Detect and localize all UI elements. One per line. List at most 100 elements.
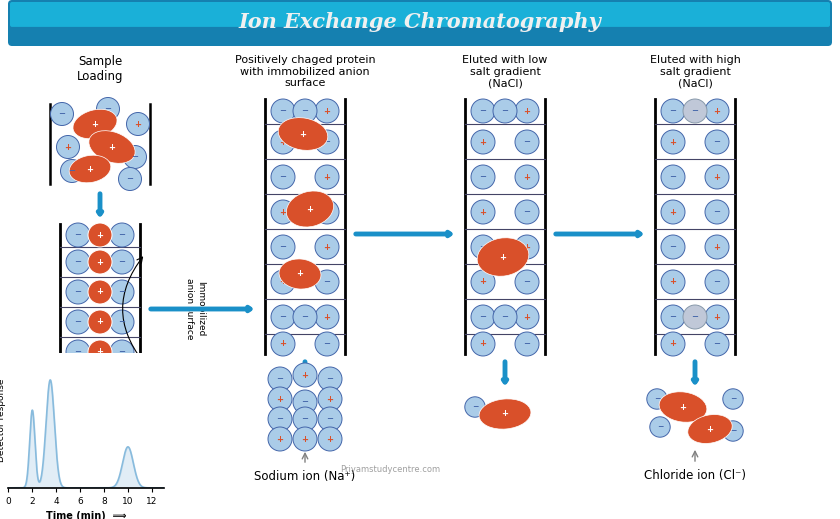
Circle shape <box>271 165 295 189</box>
Circle shape <box>661 130 685 154</box>
Circle shape <box>661 332 685 356</box>
Circle shape <box>515 165 539 189</box>
Ellipse shape <box>73 110 117 139</box>
Text: −: − <box>327 375 333 384</box>
Circle shape <box>97 98 119 120</box>
Text: −: − <box>302 398 308 406</box>
Circle shape <box>88 280 112 304</box>
Text: Eluted with low
salt gradient
(NaCl): Eluted with low salt gradient (NaCl) <box>462 55 548 88</box>
Circle shape <box>271 130 295 154</box>
Circle shape <box>471 200 495 224</box>
Circle shape <box>705 332 729 356</box>
Circle shape <box>315 165 339 189</box>
FancyBboxPatch shape <box>8 0 832 46</box>
Ellipse shape <box>89 131 135 163</box>
Circle shape <box>661 235 685 259</box>
Text: +: + <box>480 138 486 146</box>
Circle shape <box>705 165 729 189</box>
Text: −: − <box>523 138 531 146</box>
Circle shape <box>66 250 90 274</box>
Circle shape <box>127 113 150 135</box>
Text: −: − <box>75 318 81 326</box>
Text: −: − <box>127 174 134 184</box>
Text: Sample
Loading: Sample Loading <box>76 55 123 83</box>
Text: −: − <box>654 394 660 403</box>
Text: −: − <box>730 427 736 435</box>
Ellipse shape <box>69 155 111 183</box>
Text: +: + <box>97 377 103 387</box>
Circle shape <box>110 223 134 247</box>
Text: +: + <box>108 143 116 152</box>
Circle shape <box>66 280 90 304</box>
Text: Chloride ion (Cl⁻): Chloride ion (Cl⁻) <box>644 469 746 482</box>
Text: +: + <box>523 172 531 182</box>
Circle shape <box>293 305 317 329</box>
Text: −: − <box>713 208 721 216</box>
Text: +: + <box>280 208 286 216</box>
Circle shape <box>293 390 317 414</box>
Circle shape <box>88 250 112 274</box>
Text: −: − <box>669 106 676 116</box>
Ellipse shape <box>659 392 706 422</box>
Circle shape <box>722 389 743 409</box>
Circle shape <box>271 99 295 123</box>
Text: +: + <box>480 278 486 286</box>
Circle shape <box>123 145 146 169</box>
Text: −: − <box>730 394 736 403</box>
Ellipse shape <box>688 415 732 443</box>
Text: −: − <box>75 230 81 239</box>
Circle shape <box>515 270 539 294</box>
Text: +: + <box>323 172 330 182</box>
Circle shape <box>683 305 707 329</box>
Text: +: + <box>480 208 486 216</box>
Text: +: + <box>523 242 531 252</box>
Text: −: − <box>75 257 81 266</box>
Circle shape <box>271 200 295 224</box>
Text: +: + <box>669 339 676 348</box>
FancyBboxPatch shape <box>10 2 830 27</box>
Circle shape <box>661 200 685 224</box>
Text: +: + <box>323 242 330 252</box>
Circle shape <box>56 135 80 158</box>
Ellipse shape <box>479 399 531 429</box>
Text: −: − <box>669 312 676 321</box>
Text: −: − <box>118 230 125 239</box>
Text: +: + <box>501 409 508 418</box>
Text: +: + <box>669 208 676 216</box>
Text: +: + <box>280 339 286 348</box>
Text: −: − <box>104 104 112 114</box>
Text: −: − <box>118 348 125 357</box>
Circle shape <box>318 387 342 411</box>
Text: −: − <box>669 172 676 182</box>
Text: +: + <box>92 119 98 129</box>
Circle shape <box>110 310 134 334</box>
Text: +: + <box>300 130 307 139</box>
Circle shape <box>315 270 339 294</box>
Text: −: − <box>132 153 139 161</box>
Text: +: + <box>97 230 103 239</box>
Text: Immobilized
anion surface: Immobilized anion surface <box>186 278 205 340</box>
Text: +: + <box>87 165 93 173</box>
Text: −: − <box>323 339 330 348</box>
Text: +: + <box>302 434 308 444</box>
Ellipse shape <box>279 259 321 289</box>
Text: −: − <box>276 415 284 424</box>
Circle shape <box>647 389 667 409</box>
Text: −: − <box>523 208 531 216</box>
Text: −: − <box>713 278 721 286</box>
Text: +: + <box>307 204 313 213</box>
Circle shape <box>293 99 317 123</box>
Text: −: − <box>280 106 286 116</box>
Circle shape <box>66 223 90 247</box>
Text: −: − <box>472 403 478 412</box>
Text: +: + <box>134 119 141 129</box>
Text: −: − <box>523 278 531 286</box>
Text: −: − <box>118 377 125 387</box>
Text: +: + <box>65 143 71 152</box>
Text: +: + <box>97 288 103 296</box>
Text: −: − <box>75 377 81 387</box>
Text: −: − <box>323 278 330 286</box>
Text: +: + <box>97 348 103 357</box>
Circle shape <box>471 270 495 294</box>
Circle shape <box>650 417 670 437</box>
